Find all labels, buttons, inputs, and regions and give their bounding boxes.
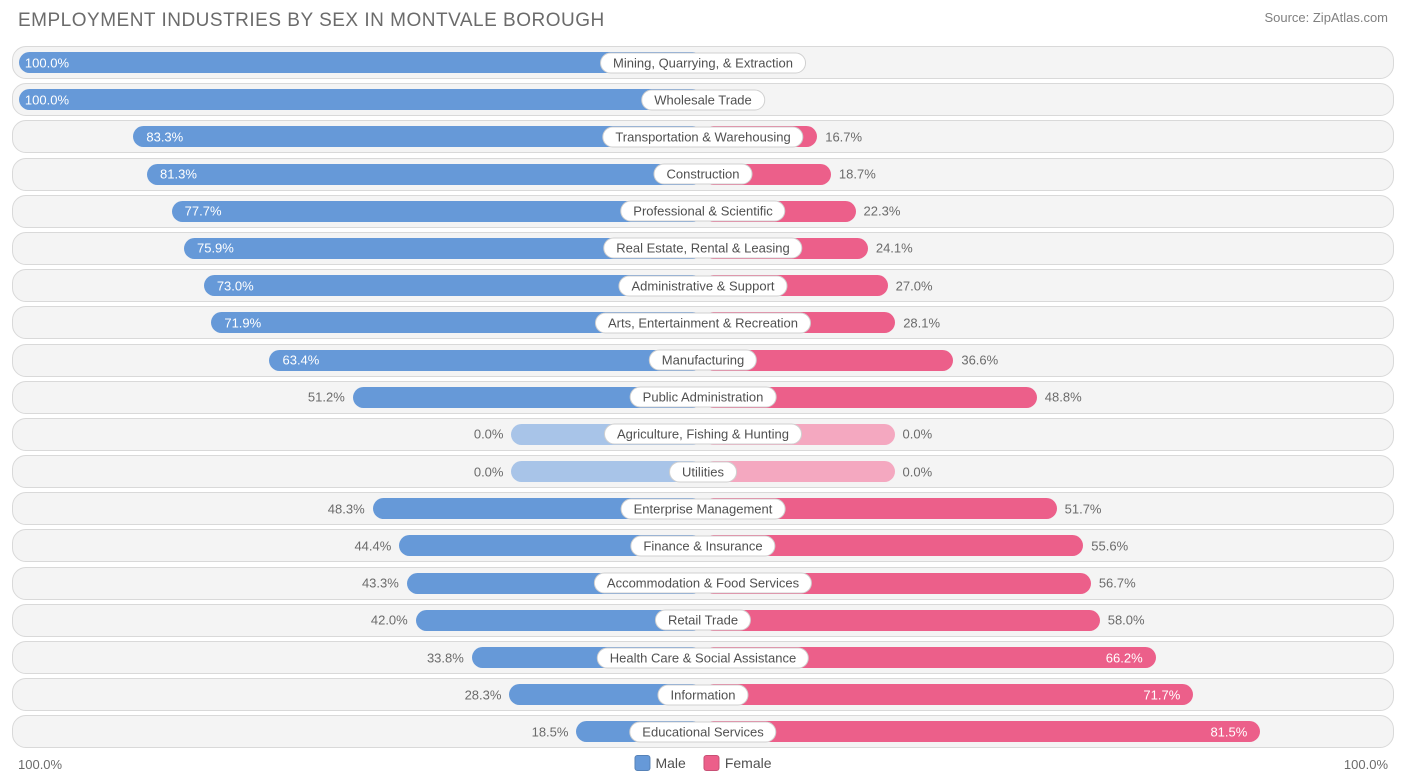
- bar-female: [703, 721, 1260, 742]
- male-pct-label: 0.0%: [474, 464, 504, 479]
- category-label: Public Administration: [630, 387, 777, 408]
- female-pct-label: 24.1%: [876, 241, 913, 256]
- chart-footer: 100.0% Male Female 100.0%: [0, 753, 1406, 781]
- category-label: Educational Services: [629, 721, 776, 742]
- legend-item-female: Female: [704, 755, 772, 771]
- female-pct-label: 28.1%: [903, 315, 940, 330]
- category-label: Mining, Quarrying, & Extraction: [600, 52, 806, 73]
- male-pct-label: 100.0%: [25, 55, 69, 70]
- female-pct-label: 71.7%: [1143, 687, 1180, 702]
- chart-body: 100.0% 0.0% Mining, Quarrying, & Extractio…: [0, 40, 1406, 748]
- chart-row: 0.0% 0.0% Agriculture, Fishing & Hunting: [12, 418, 1394, 451]
- chart-header: EMPLOYMENT INDUSTRIES BY SEX IN MONTVALE…: [0, 0, 1406, 40]
- female-pct-label: 27.0%: [896, 278, 933, 293]
- legend-label-female: Female: [725, 755, 772, 771]
- category-label: Utilities: [669, 461, 737, 482]
- female-pct-label: 36.6%: [961, 353, 998, 368]
- chart-row: 42.0% 58.0% Retail Trade: [12, 604, 1394, 637]
- category-label: Enterprise Management: [621, 498, 786, 519]
- bar-female: [703, 684, 1193, 705]
- legend-label-male: Male: [655, 755, 685, 771]
- category-label: Retail Trade: [655, 610, 751, 631]
- category-label: Health Care & Social Assistance: [597, 647, 809, 668]
- axis-right-label: 100.0%: [1344, 757, 1388, 772]
- female-pct-label: 16.7%: [825, 129, 862, 144]
- legend-swatch-female: [704, 755, 720, 771]
- chart-row: 18.5% 81.5% Educational Services: [12, 715, 1394, 748]
- male-pct-label: 43.3%: [362, 576, 399, 591]
- category-label: Professional & Scientific: [620, 201, 785, 222]
- chart-row: 100.0%0.0%Wholesale Trade: [12, 83, 1394, 116]
- bar-female: [703, 610, 1100, 631]
- chart-row: 81.3% 18.7% Construction: [12, 158, 1394, 191]
- male-pct-label: 100.0%: [25, 92, 69, 107]
- chart-row: 0.0% 0.0% Utilities: [12, 455, 1394, 488]
- female-pct-label: 51.7%: [1065, 501, 1102, 516]
- bar-male: [147, 164, 703, 185]
- female-pct-label: 18.7%: [839, 167, 876, 182]
- bar-male: [19, 89, 703, 110]
- female-pct-label: 81.5%: [1210, 724, 1247, 739]
- male-pct-label: 75.9%: [197, 241, 234, 256]
- category-label: Real Estate, Rental & Leasing: [603, 238, 802, 259]
- female-pct-label: 22.3%: [864, 204, 901, 219]
- chart-row: 73.0% 27.0% Administrative & Support: [12, 269, 1394, 302]
- female-pct-label: 58.0%: [1108, 613, 1145, 628]
- female-pct-label: 0.0%: [903, 427, 933, 442]
- category-label: Finance & Insurance: [630, 535, 775, 556]
- category-label: Arts, Entertainment & Recreation: [595, 312, 811, 333]
- bar-male: [269, 350, 703, 371]
- category-label: Wholesale Trade: [641, 89, 765, 110]
- male-pct-label: 73.0%: [217, 278, 254, 293]
- axis-left-label: 100.0%: [18, 757, 62, 772]
- legend-swatch-male: [634, 755, 650, 771]
- female-pct-label: 55.6%: [1091, 538, 1128, 553]
- male-pct-label: 33.8%: [427, 650, 464, 665]
- category-label: Information: [657, 684, 748, 705]
- category-label: Construction: [654, 164, 753, 185]
- chart-row: 48.3% 51.7% Enterprise Management: [12, 492, 1394, 525]
- female-pct-label: 0.0%: [903, 464, 933, 479]
- chart-row: 51.2% 48.8% Public Administration: [12, 381, 1394, 414]
- male-pct-label: 42.0%: [371, 613, 408, 628]
- male-pct-label: 51.2%: [308, 390, 345, 405]
- category-label: Agriculture, Fishing & Hunting: [604, 424, 802, 445]
- category-label: Manufacturing: [649, 350, 757, 371]
- male-pct-label: 71.9%: [224, 315, 261, 330]
- chart-row: 100.0%0.0%Mining, Quarrying, & Extractio…: [12, 46, 1394, 79]
- chart-title: EMPLOYMENT INDUSTRIES BY SEX IN MONTVALE…: [18, 10, 605, 32]
- chart-source: Source: ZipAtlas.com: [1264, 10, 1388, 25]
- chart-row: 43.3% 56.7% Accommodation & Food Services: [12, 567, 1394, 600]
- chart-row: 77.7% 22.3% Professional & Scientific: [12, 195, 1394, 228]
- chart-row: 28.3% 71.7% Information: [12, 678, 1394, 711]
- chart-row: 63.4% 36.6% Manufacturing: [12, 344, 1394, 377]
- chart-row: 83.3% 16.7% Transportation & Warehousing: [12, 120, 1394, 153]
- male-pct-label: 18.5%: [532, 724, 569, 739]
- male-pct-label: 28.3%: [465, 687, 502, 702]
- chart-row: 75.9% 24.1% Real Estate, Rental & Leasing: [12, 232, 1394, 265]
- legend: Male Female: [634, 755, 771, 771]
- female-pct-label: 48.8%: [1045, 390, 1082, 405]
- female-pct-label: 56.7%: [1099, 576, 1136, 591]
- chart-row: 71.9% 28.1% Arts, Entertainment & Recreati…: [12, 306, 1394, 339]
- female-pct-label: 66.2%: [1106, 650, 1143, 665]
- male-pct-label: 0.0%: [474, 427, 504, 442]
- male-pct-label: 48.3%: [328, 501, 365, 516]
- male-pct-label: 81.3%: [160, 167, 197, 182]
- chart-row: 44.4% 55.6% Finance & Insurance: [12, 529, 1394, 562]
- category-label: Administrative & Support: [618, 275, 787, 296]
- category-label: Accommodation & Food Services: [594, 573, 812, 594]
- male-pct-label: 83.3%: [146, 129, 183, 144]
- male-pct-label: 77.7%: [185, 204, 222, 219]
- male-pct-label: 63.4%: [282, 353, 319, 368]
- chart-row: 33.8% 66.2% Health Care & Social Assistanc…: [12, 641, 1394, 674]
- category-label: Transportation & Warehousing: [602, 126, 803, 147]
- legend-item-male: Male: [634, 755, 685, 771]
- male-pct-label: 44.4%: [354, 538, 391, 553]
